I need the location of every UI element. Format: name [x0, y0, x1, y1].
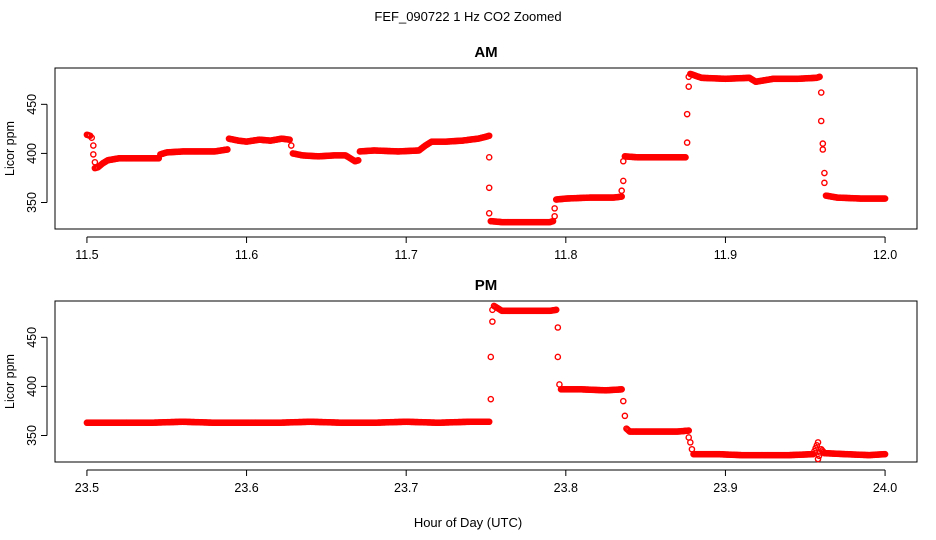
pm-data-point: [619, 397, 627, 405]
pm-data-points: [83, 302, 889, 463]
am-data-point: [485, 184, 493, 192]
pm-data-point: [815, 452, 823, 460]
am-data-point: [485, 209, 493, 217]
am-data-point: [819, 146, 827, 153]
am-data-point: [90, 142, 97, 149]
pm-data-point: [881, 450, 889, 458]
figure-title: FEF_090722 1 Hz CO2 Zoomed: [374, 9, 562, 24]
pm-data-point: [554, 324, 562, 331]
am-panel: AM 11.5 11.6 11.7 11.8 11.9 12.0 350 400 450 Licor…: [3, 44, 918, 262]
pm-data-point: [487, 395, 495, 403]
pm-y-axis-label: Licor ppm: [3, 354, 17, 409]
am-data-point: [821, 179, 828, 187]
am-y-tick-label: 450: [25, 94, 39, 115]
am-x-tick-label: 11.6: [235, 248, 258, 262]
am-data-point: [817, 117, 825, 125]
am-plot-frame: [54, 67, 918, 230]
am-data-point: [821, 169, 828, 177]
am-data-point: [819, 140, 827, 147]
am-y-tick-label: 400: [25, 143, 39, 164]
am-x-tick-label: 11.5: [75, 248, 98, 262]
am-y-tick-label: 350: [25, 192, 39, 213]
am-data-point: [682, 154, 689, 161]
am-data-point: [685, 83, 693, 90]
am-x-tick-label: 11.9: [714, 248, 737, 262]
pm-y-tick-label: 350: [25, 425, 39, 446]
pm-x-tick-label: 23.6: [234, 481, 258, 495]
am-data-point: [618, 187, 625, 195]
am-y-axis-label: Licor ppm: [3, 121, 17, 176]
pm-x-tick-label: 23.5: [75, 481, 99, 495]
am-x-tick-label: 11.8: [554, 248, 577, 262]
pm-y-tick-label: 400: [25, 376, 39, 397]
am-data-point: [485, 132, 493, 140]
am-data-point: [88, 134, 96, 142]
am-x-tick-label: 12.0: [873, 248, 897, 262]
am-data-point: [286, 136, 293, 143]
pm-panel: PM 23.5 23.6 23.7 23.8 23.9 24.0 350 400 450 Licor…: [3, 277, 918, 495]
am-data-point: [683, 139, 691, 146]
pm-data-point: [814, 455, 822, 463]
pm-data-point: [552, 306, 560, 314]
am-data-point: [224, 146, 231, 153]
pm-data-point: [618, 386, 625, 393]
am-data-point: [354, 156, 362, 164]
pm-data-point: [487, 353, 495, 361]
pm-data-point: [485, 418, 493, 426]
am-panel-title: AM: [474, 44, 497, 61]
pm-x-tick-label: 23.8: [554, 481, 578, 495]
pm-data-point: [814, 439, 822, 446]
x-axis-label: Hour of Day (UTC): [413, 515, 523, 530]
am-data-point: [90, 151, 97, 158]
pm-data-point: [687, 439, 694, 446]
pm-plot-frame: [54, 300, 918, 463]
am-data-point: [619, 177, 627, 185]
pm-y-tick-label: 450: [25, 327, 39, 348]
am-data-point: [91, 158, 99, 166]
pm-data-point: [554, 353, 562, 361]
pm-data-point: [685, 427, 693, 434]
pm-data-point: [621, 412, 629, 420]
am-x-tick-label: 11.7: [394, 248, 417, 262]
pm-panel-title: PM: [475, 277, 498, 294]
am-data-point: [816, 73, 823, 81]
am-data-point: [551, 205, 558, 212]
am-data-point: [817, 89, 825, 96]
pm-x-tick-label: 24.0: [873, 481, 897, 495]
pm-x-tick-label: 23.7: [394, 481, 418, 495]
pm-x-tick-label: 23.9: [713, 481, 737, 495]
pm-data-point: [489, 318, 496, 325]
am-data-point: [485, 154, 493, 161]
am-data-point: [551, 212, 558, 220]
am-data-points: [83, 70, 889, 226]
am-data-point: [683, 110, 691, 118]
am-data-point: [287, 142, 295, 149]
am-data-point: [881, 195, 889, 202]
